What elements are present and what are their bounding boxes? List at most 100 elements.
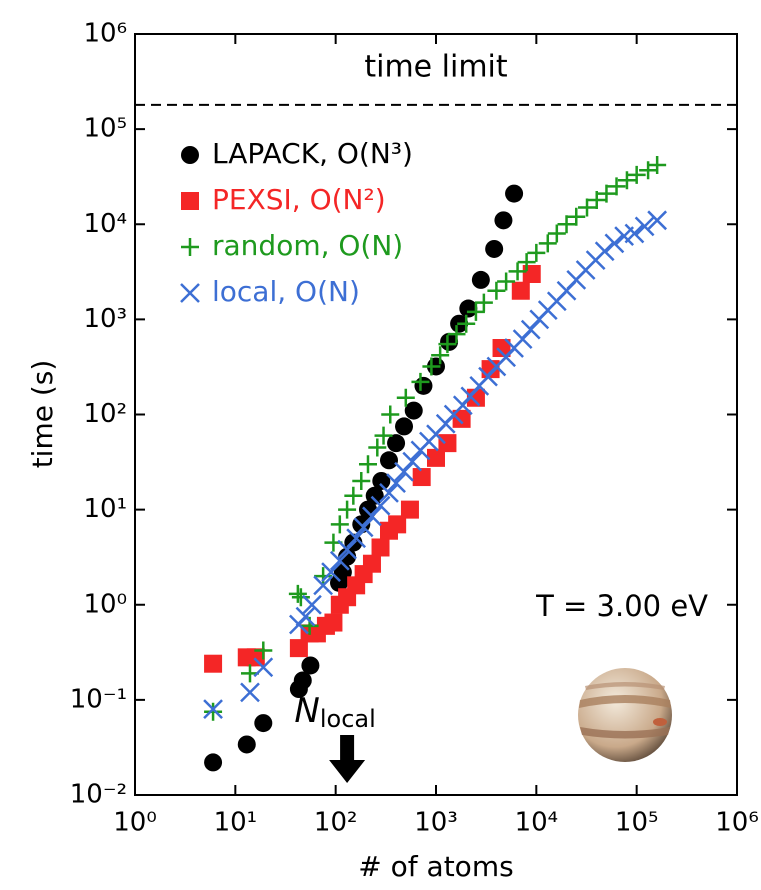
data-point <box>246 648 265 667</box>
data-point <box>289 639 308 658</box>
data-point <box>321 562 341 583</box>
data-point <box>338 500 357 519</box>
data-point <box>404 401 423 420</box>
data-point <box>527 243 546 262</box>
data-point <box>396 388 415 407</box>
data-point <box>362 554 381 573</box>
data-point <box>400 500 419 519</box>
data-point <box>204 753 223 772</box>
legend-label: random, O(N) <box>212 229 403 262</box>
x-tick-label: 10³ <box>414 808 458 838</box>
data-point <box>368 438 387 457</box>
data-point <box>597 184 616 203</box>
data-point <box>346 528 367 549</box>
x-tick-label: 10¹ <box>214 808 258 838</box>
data-point <box>379 482 399 503</box>
series <box>204 264 541 673</box>
data-point <box>411 372 430 391</box>
data-point <box>587 190 606 209</box>
data-point <box>237 735 256 754</box>
series <box>204 155 667 721</box>
legend-marker <box>181 146 199 164</box>
data-point <box>492 339 511 358</box>
y-axis-label: time (s) <box>26 360 59 469</box>
data-point <box>371 538 390 557</box>
y-tick-label: 10⁴ <box>83 209 127 239</box>
data-point <box>578 198 597 217</box>
x-tick-label: 10⁰ <box>113 808 157 838</box>
y-tick-label: 10⁶ <box>83 19 127 49</box>
legend-marker <box>181 238 199 256</box>
data-point <box>457 314 476 333</box>
data-point <box>358 455 377 474</box>
x-tick-label: 10⁶ <box>715 808 759 838</box>
data-point <box>466 302 485 321</box>
data-point <box>452 409 471 428</box>
legend-marker <box>180 283 200 303</box>
data-point <box>293 671 312 690</box>
arrow-label-sub: local <box>320 705 376 733</box>
reference-label: time limit <box>364 50 508 85</box>
data-point <box>617 171 636 190</box>
data-point <box>314 567 333 586</box>
data-point <box>365 486 384 505</box>
data-point <box>422 357 441 376</box>
data-point <box>330 515 349 534</box>
data-point <box>505 184 524 203</box>
data-point <box>438 335 457 354</box>
data-point <box>497 272 516 291</box>
data-point <box>511 281 530 300</box>
data-point <box>386 473 406 493</box>
arrow <box>329 735 366 783</box>
temperature-label: T = 3.00 eV <box>535 589 708 623</box>
y-tick-label: 10⁻² <box>70 780 127 810</box>
data-point <box>372 471 391 490</box>
data-point <box>557 215 576 234</box>
data-point <box>329 550 350 571</box>
data-point <box>440 332 459 351</box>
data-point <box>381 405 400 424</box>
data-point <box>639 161 658 180</box>
data-point <box>295 606 316 627</box>
data-point <box>627 165 646 184</box>
data-point <box>353 517 374 538</box>
data-point <box>374 426 393 445</box>
data-point <box>395 417 414 436</box>
series <box>204 184 524 772</box>
data-point <box>254 714 273 733</box>
legend-label: local, O(N) <box>212 275 360 308</box>
data-point <box>494 211 513 230</box>
data-point <box>624 223 645 244</box>
data-point <box>547 224 566 243</box>
data-point <box>291 588 310 607</box>
arrow-label: Nlocal <box>294 691 375 734</box>
data-point <box>338 547 357 566</box>
x-tick-label: 10² <box>314 808 358 838</box>
data-point <box>362 506 382 527</box>
data-point <box>240 682 260 703</box>
data-point <box>302 594 322 615</box>
legend-label: PEXSI, O(N²) <box>212 183 386 216</box>
data-point <box>337 539 357 560</box>
legend-marker <box>181 192 199 210</box>
data-point <box>604 233 625 254</box>
y-tick-label: 10⁰ <box>83 589 127 619</box>
y-tick-label: 10³ <box>83 304 127 334</box>
data-point <box>344 486 363 505</box>
data-point <box>204 702 223 721</box>
data-point <box>438 434 457 453</box>
data-point <box>370 495 391 516</box>
data-point <box>204 654 223 673</box>
data-point <box>478 366 498 387</box>
data-point <box>402 451 423 472</box>
y-tick-label: 10⁵ <box>83 114 127 144</box>
legend-label: LAPACK, O(N³) <box>212 137 413 170</box>
data-point <box>203 699 223 719</box>
data-point <box>313 575 334 596</box>
data-point <box>379 451 398 470</box>
data-point <box>324 613 343 632</box>
data-point <box>647 210 668 231</box>
data-point <box>607 177 626 196</box>
data-point <box>447 325 466 344</box>
